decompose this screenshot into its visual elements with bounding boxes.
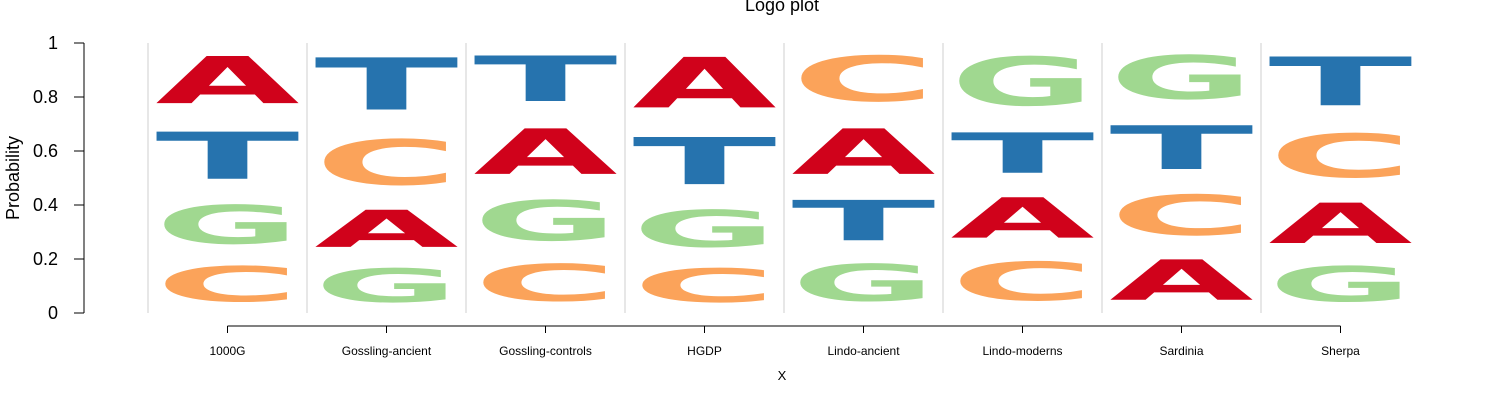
logo-letter-g: G — [1269, 257, 1413, 313]
column-separators — [147, 43, 1262, 313]
logo-letter-a: A — [474, 116, 618, 189]
y-axis: 0 0.2 0.4 0.6 0.8 1 — [33, 33, 85, 323]
logo-letter-t: T — [1269, 43, 1413, 121]
logo-letter-a: A — [792, 116, 936, 189]
logo-letter-t: T — [792, 189, 936, 253]
y-tick-label: 0.2 — [33, 249, 58, 269]
y-tick-label: 0.6 — [33, 141, 58, 161]
x-tick-label: HGDP — [687, 344, 722, 358]
x-tick-label: Gossling-controls — [499, 344, 592, 358]
logo-letter-c: C — [633, 259, 777, 313]
x-tick-label: Lindo-moderns — [982, 344, 1062, 358]
logo-letter-c: C — [1268, 122, 1412, 192]
y-tick-label: 0.8 — [33, 87, 58, 107]
x-tick-label: Lindo-ancient — [827, 344, 900, 358]
y-axis-label: Probability — [3, 136, 23, 220]
x-tick-label: Sherpa — [1321, 344, 1360, 358]
logo-letter-c: C — [474, 254, 618, 313]
logo-letter-g: G — [474, 189, 618, 254]
chart-title: Logo plot — [745, 0, 819, 15]
logo-letter-a: A — [1110, 249, 1254, 313]
x-tick-label: 1000G — [209, 344, 245, 358]
logo-letter-c: C — [792, 44, 936, 116]
logo-letter-c: C — [950, 251, 1094, 313]
logo-letter-g: G — [315, 259, 459, 313]
x-axis-label: X — [778, 368, 787, 383]
logo-letter-t: T — [315, 44, 459, 127]
logo-letter-g: G — [633, 200, 777, 259]
logo-letter-t: T — [1110, 113, 1254, 183]
logo-letter-t: T — [156, 119, 300, 194]
y-tick-label: 1 — [48, 33, 58, 53]
x-axis: 1000G Gossling-ancient Gossling-controls HG… — [209, 325, 1360, 358]
logo-letter-c: C — [315, 127, 459, 199]
logo-letter-c: C — [155, 256, 299, 313]
logo-letter-a: A — [633, 44, 777, 124]
logo-letter-g: G — [951, 44, 1095, 122]
logo-letter-t: T — [633, 124, 777, 199]
logo-letter-t: T — [474, 43, 618, 115]
x-tick-label: Gossling-ancient — [342, 344, 432, 358]
logo-letter-t: T — [951, 122, 1095, 186]
logo-letter-a: A — [315, 200, 459, 259]
logo-letter-g: G — [1110, 43, 1254, 113]
logo-letter-a: A — [156, 43, 300, 118]
logo-letter-c: C — [1110, 183, 1254, 248]
y-tick-label: 0.4 — [33, 195, 58, 215]
logo-letter-g: G — [156, 194, 300, 256]
y-tick-label: 0 — [48, 303, 58, 323]
logo-letter-a: A — [951, 187, 1095, 251]
logo-letter-g: G — [792, 254, 936, 313]
x-tick-label: Sardinia — [1159, 344, 1203, 358]
logo-letter-a: A — [1269, 192, 1413, 256]
